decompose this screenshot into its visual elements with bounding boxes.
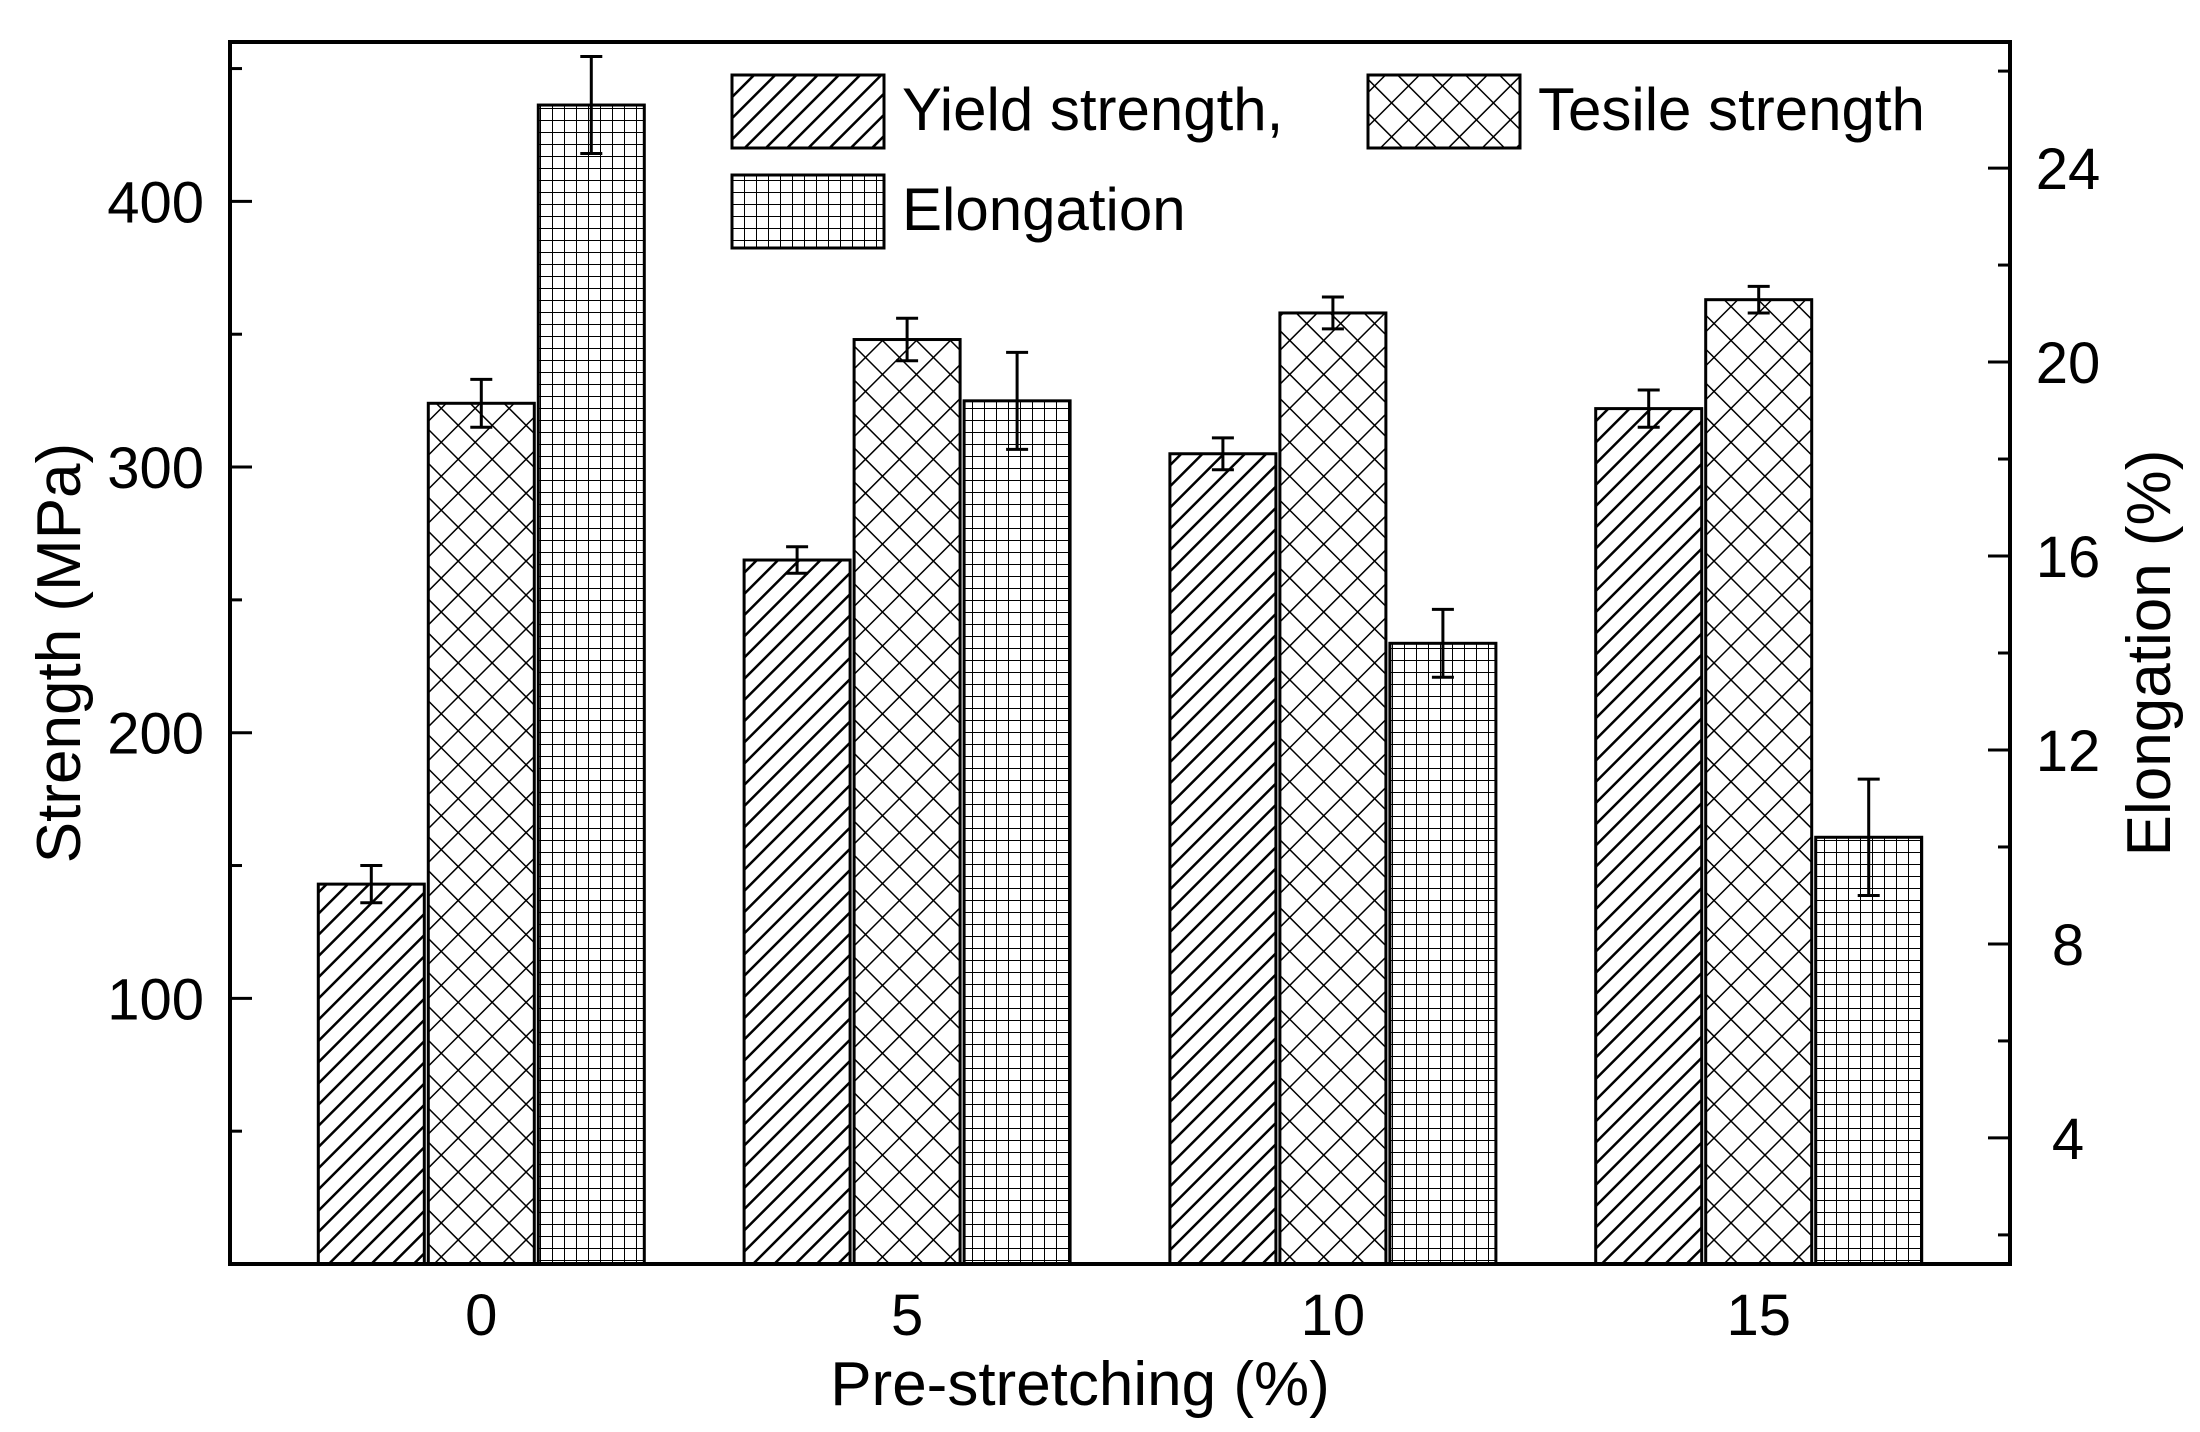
x-tick-label: 0	[465, 1283, 497, 1348]
error-bar	[1321, 295, 1344, 331]
error-bar	[1857, 777, 1880, 897]
y-axis-label: Strength (MPa)	[25, 443, 94, 863]
bar-elongation-10	[1388, 641, 1498, 1266]
bar-elongation-5	[962, 399, 1072, 1266]
error-bars-layer	[360, 55, 1880, 905]
legend-label-elongation: Elongation	[902, 176, 1186, 243]
legend-label-tensile-strength: Tesile strength	[1538, 76, 1925, 143]
y2-tick-label: 12	[2036, 719, 2101, 784]
y2-tick-label: 24	[2036, 137, 2101, 202]
bar-tesile-strength-15	[1704, 298, 1814, 1266]
error-bar	[1637, 388, 1660, 429]
bar-yield-strength-10	[1168, 452, 1278, 1266]
error-bar	[786, 545, 809, 575]
error-bar	[1747, 284, 1770, 315]
legend: Yield strength, Tesile strength Elongati…	[730, 73, 1925, 250]
x-axis: 0 5 10 15	[465, 1283, 1791, 1348]
bar-yield-strength-5	[742, 558, 852, 1266]
bar-elongation-15	[1814, 835, 1924, 1266]
x-tick-label: 15	[1726, 1283, 1791, 1348]
error-bar	[580, 55, 603, 156]
error-bar	[1006, 350, 1029, 451]
error-bar	[360, 864, 383, 905]
bar-yield-strength-0	[316, 882, 426, 1266]
error-bar	[1211, 436, 1234, 472]
x-tick-label: 10	[1301, 1283, 1366, 1348]
bar-elongation-0	[536, 103, 646, 1266]
legend-swatch-tensile-strength	[1366, 73, 1522, 150]
bar-tesile-strength-0	[426, 401, 536, 1266]
x-axis-label: Pre-stretching (%)	[830, 1350, 1330, 1419]
error-bar	[896, 316, 919, 363]
y2-tick-label: 8	[2052, 913, 2084, 978]
y2-tick-label: 16	[2036, 525, 2101, 590]
y2-tick-label: 20	[2036, 331, 2101, 396]
error-bar	[1431, 607, 1454, 679]
bar-tesile-strength-5	[852, 338, 962, 1266]
y-tick-label: 400	[107, 170, 204, 235]
y-tick-label: 200	[107, 702, 204, 767]
bar-tesile-strength-10	[1278, 311, 1388, 1266]
legend-swatch-yield-strength	[730, 73, 886, 150]
error-bar	[470, 377, 493, 429]
y-axis-right: 4 8 12 16 20 24	[1988, 69, 2101, 1237]
legend-swatch-elongation	[730, 173, 886, 250]
y2-axis-label: Elongation (%)	[2115, 450, 2184, 857]
bars-layer	[316, 103, 1924, 1266]
y-axis-left: 100 200 300 400	[107, 67, 252, 1133]
x-tick-label: 5	[891, 1283, 923, 1348]
y-tick-label: 300	[107, 436, 204, 501]
y2-tick-label: 4	[2052, 1107, 2084, 1172]
legend-label-yield-strength: Yield strength,	[902, 76, 1283, 143]
y-tick-label: 100	[107, 967, 204, 1032]
bar-yield-strength-15	[1594, 407, 1704, 1266]
